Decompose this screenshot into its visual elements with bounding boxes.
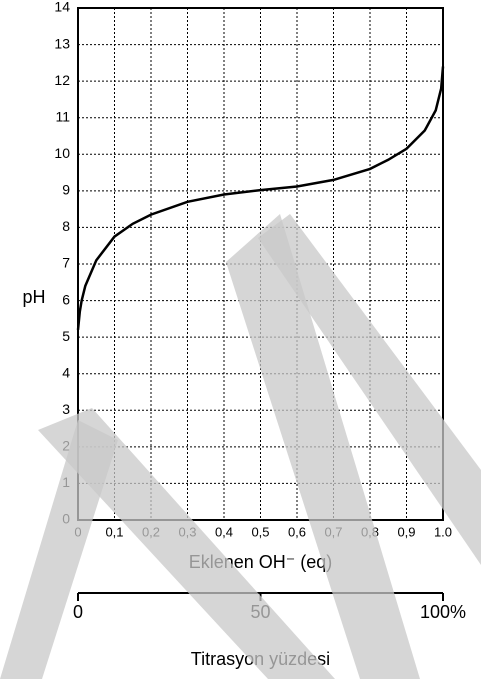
watermark [0, 214, 481, 679]
y-tick-label: 9 [62, 182, 70, 198]
plot-frame [77, 7, 444, 521]
x-tick-label: 1.0 [434, 524, 452, 539]
watermark-stripe [226, 214, 420, 679]
curve [76, 66, 445, 330]
watermark-stripe [0, 420, 118, 679]
y-tick-label: 8 [62, 218, 70, 234]
y-tick-label: 14 [54, 0, 70, 15]
x2-tick-label: 100% [420, 602, 466, 622]
plot: 0123456789101112131400,10,20,30,40,50,60… [22, 0, 466, 669]
x-tick-label: 0,9 [397, 524, 415, 539]
y-tick-label: 5 [62, 328, 70, 344]
x-tick-label: 0,6 [288, 524, 306, 539]
y-tick-label: 10 [54, 145, 70, 161]
x2-tick-label: 0 [73, 602, 83, 622]
y-tick-label: 4 [62, 364, 70, 380]
watermark-stripe [38, 408, 335, 679]
y-tick-label: 13 [54, 35, 70, 51]
x-tick-label: 0,4 [215, 524, 233, 539]
y-tick-label: 7 [62, 255, 70, 271]
y-tick-label: 12 [54, 72, 70, 88]
y-tick-label: 3 [62, 401, 70, 417]
y-tick-label: 11 [55, 108, 70, 124]
x-tick-label: 0,5 [251, 524, 269, 539]
watermark-stripe [258, 214, 481, 565]
y-tick-label: 6 [62, 291, 70, 307]
y-axis-label: pH [22, 287, 45, 307]
x-tick-label: 0,1 [105, 524, 123, 539]
